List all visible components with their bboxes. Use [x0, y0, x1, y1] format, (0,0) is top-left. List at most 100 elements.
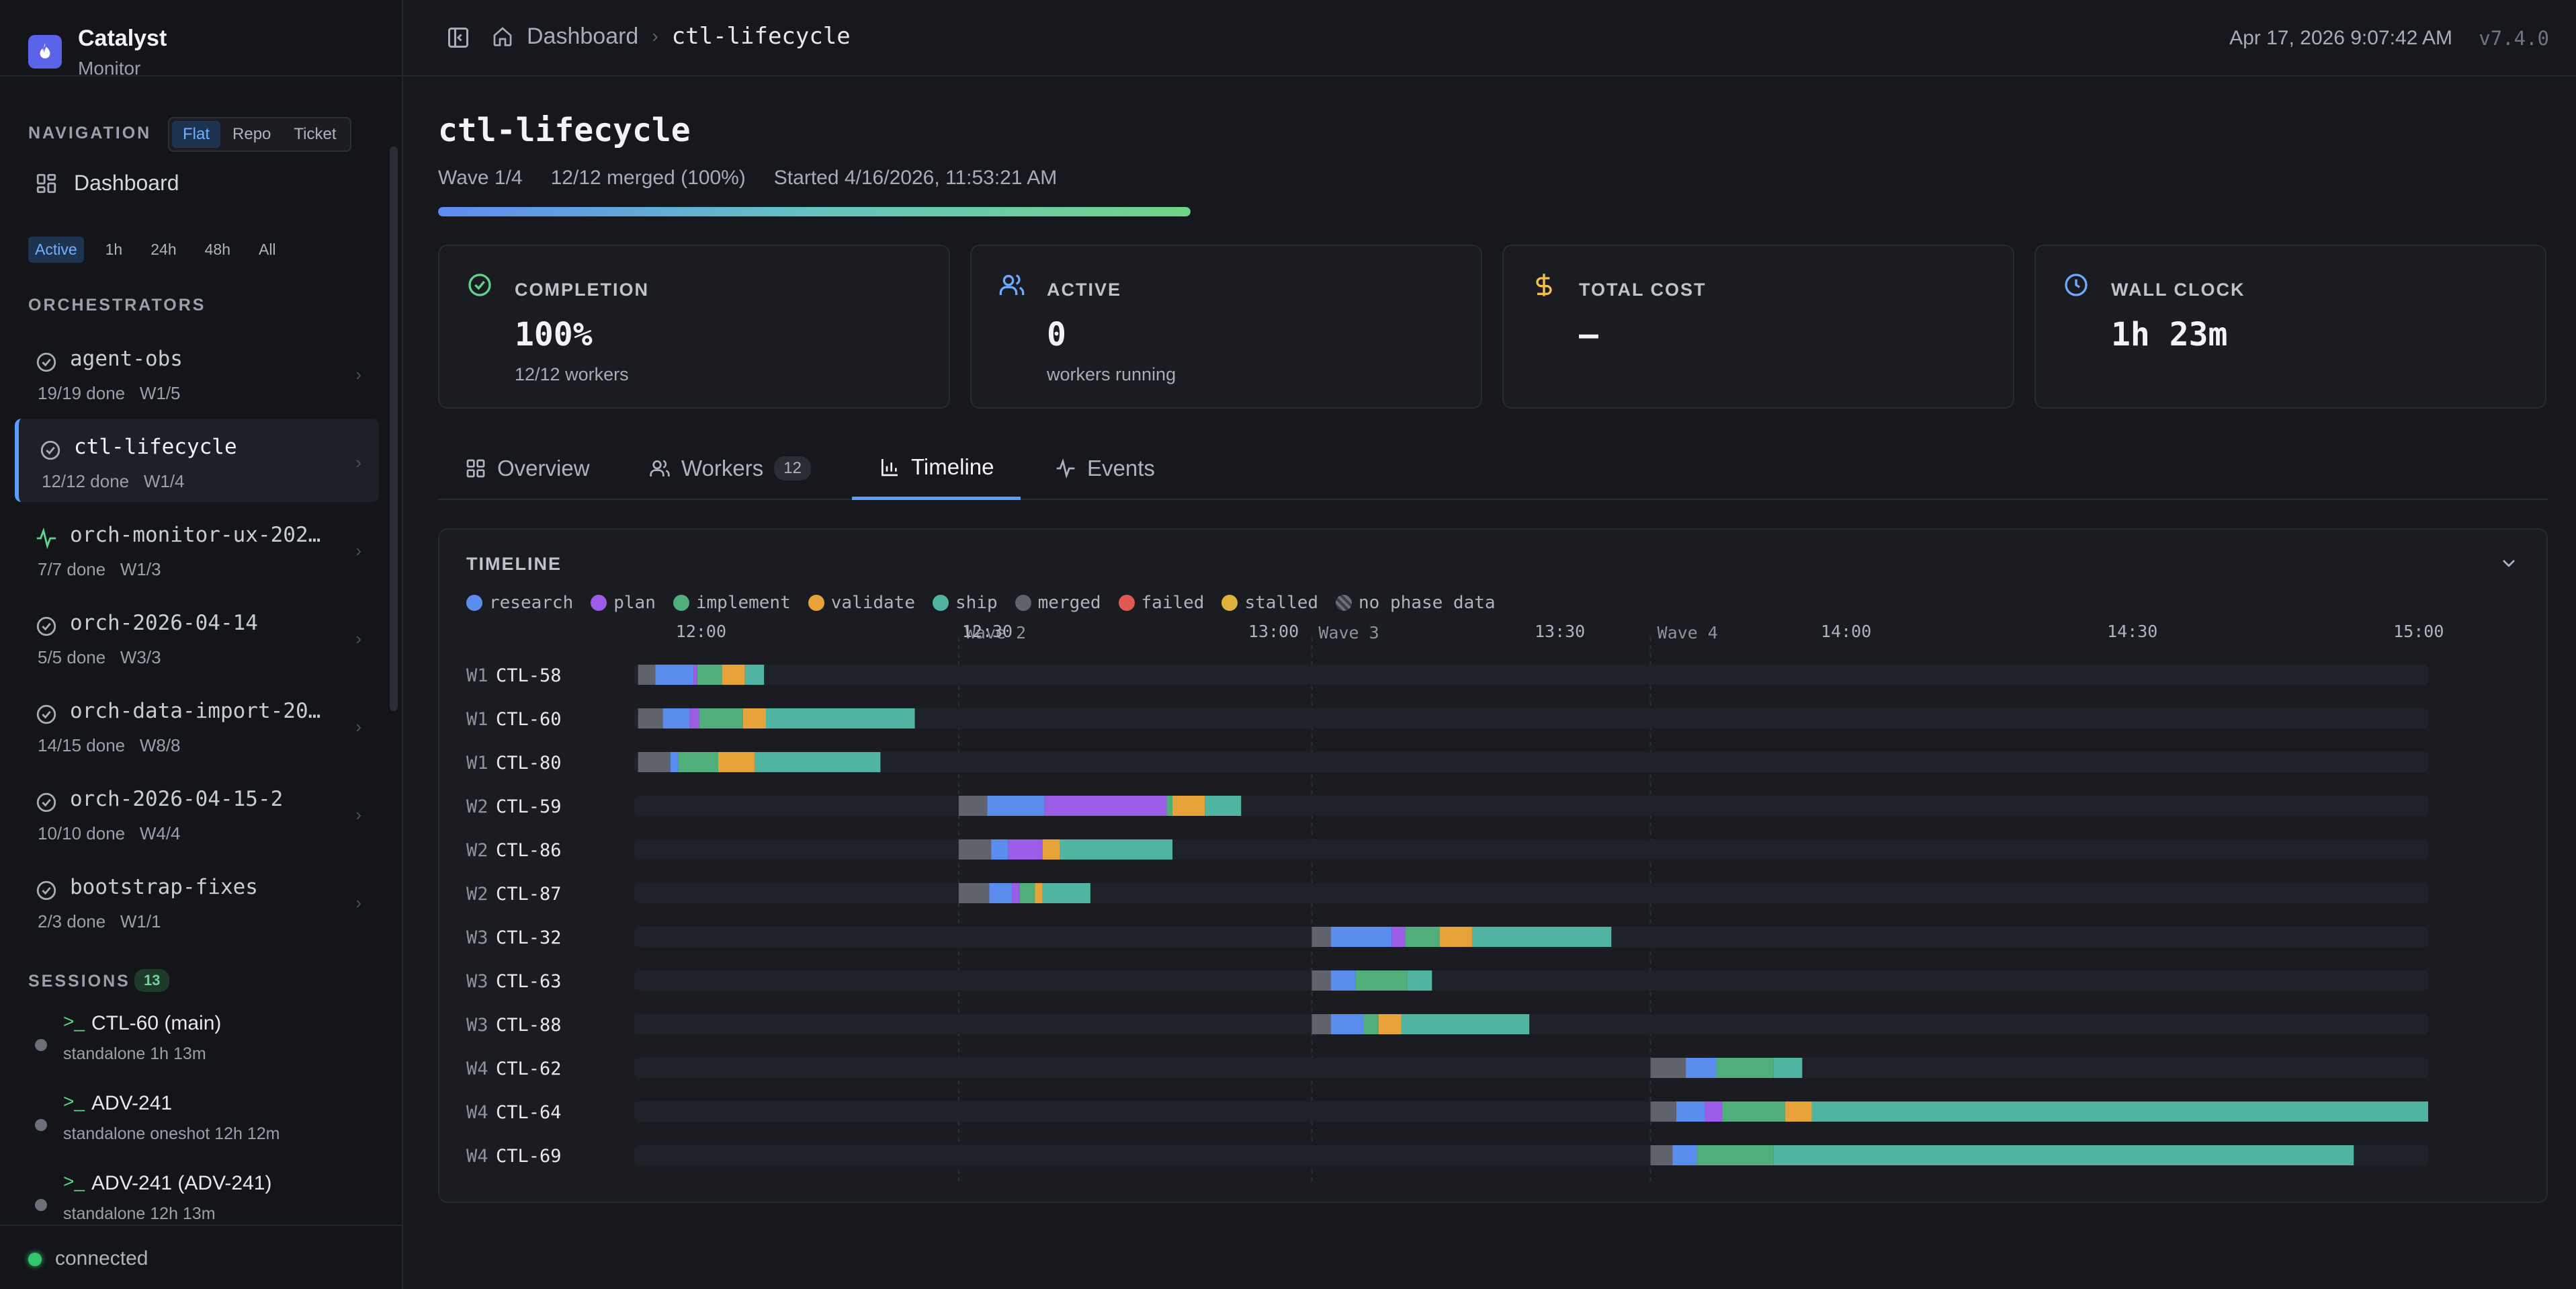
orchestrator-item[interactable]: orch-2026-04-15-2 10/10 done W4/4 ›: [15, 771, 379, 854]
orchestrator-item[interactable]: orch-data-import-20… 14/15 done W8/8 ›: [15, 683, 379, 766]
wave-label: Wave 3: [1318, 623, 1379, 642]
breadcrumb-dashboard-link[interactable]: Dashboard: [527, 23, 639, 49]
chevron-down-icon[interactable]: [2498, 552, 2520, 577]
progress-fill: [438, 207, 1191, 216]
brand[interactable]: Catalyst Monitor: [0, 0, 402, 79]
check-circle-icon: [466, 272, 493, 302]
phase-segment-plan: [1044, 796, 1167, 816]
chevron-right-icon: ›: [355, 364, 361, 384]
x-tick-label: 12:30: [962, 622, 1013, 641]
legend-item: stalled: [1221, 593, 1318, 613]
session-item[interactable]: >_ ADV-241 standalone oneshot 12h 12m: [0, 1084, 402, 1162]
row-ticket-label: CTL-62: [496, 1058, 562, 1079]
range-all[interactable]: All: [258, 241, 276, 258]
check-circle-icon: [39, 439, 62, 465]
connection-label: connected: [55, 1247, 148, 1270]
dashboard-grid-icon: [36, 173, 56, 193]
phase-segment-plan: [693, 665, 697, 685]
row-ticket-label: CTL-58: [496, 665, 562, 686]
check-circle-icon: [35, 615, 58, 641]
view-mode-repo[interactable]: Repo: [232, 125, 271, 143]
phase-segment-research: [1330, 1014, 1364, 1034]
x-tick-label: 13:00: [1248, 622, 1299, 641]
users-icon: [998, 272, 1025, 302]
timeline-legend: research plan implement validate ship merged f…: [466, 593, 1496, 613]
orchestrator-name: agent-obs: [70, 347, 183, 371]
tab-label: Timeline: [911, 454, 994, 479]
sidebar-item-dashboard[interactable]: Dashboard: [35, 171, 179, 196]
terminal-icon: >_: [63, 1091, 85, 1112]
legend-swatch: [591, 595, 607, 611]
session-item[interactable]: >_ CTL-60 (main) standalone 1h 13m: [0, 1004, 402, 1082]
app-subtitle: Monitor: [78, 58, 141, 79]
range-active[interactable]: Active: [28, 237, 84, 263]
range-24h[interactable]: 24h: [151, 241, 177, 258]
phase-segment-nodata: [1312, 927, 1331, 947]
orchestrator-item[interactable]: orch-2026-04-14 5/5 done W3/3 ›: [15, 595, 379, 678]
phase-segment-implement: [678, 752, 718, 772]
session-sub: standalone 1h 13m: [63, 1044, 206, 1063]
session-sub: standalone oneshot 12h 12m: [63, 1124, 280, 1143]
timeline-title: TIMELINE: [466, 554, 562, 574]
legend-label: ship: [955, 593, 998, 613]
sidebar-toggle-icon[interactable]: [446, 26, 470, 53]
orchestrator-item[interactable]: agent-obs 19/19 done W1/5 ›: [15, 331, 379, 414]
row-wave-label: W2: [466, 884, 488, 905]
orchestrator-item[interactable]: orch-monitor-ux-202… 7/7 done W1/3 ›: [15, 507, 379, 590]
completion-card: COMPLETION 100% 12/12 workers: [438, 245, 950, 409]
view-mode-ticket[interactable]: Ticket: [294, 125, 337, 143]
card-label: WALL CLOCK: [2111, 280, 2245, 300]
orchestrator-item[interactable]: bootstrap-fixes 2/3 done W1/1 ›: [15, 859, 379, 942]
card-sub: 12/12 workers: [515, 364, 629, 384]
grid-icon: [466, 459, 485, 478]
orchestrator-wave: W4/4: [139, 823, 181, 843]
range-48h[interactable]: 48h: [204, 241, 230, 258]
range-1h[interactable]: 1h: [105, 241, 123, 258]
phase-segment-ship: [765, 708, 915, 729]
tab-workers[interactable]: Workers 12: [649, 437, 811, 500]
card-value: 100%: [515, 316, 593, 354]
phase-segment-nodata: [1650, 1058, 1686, 1078]
orchestrator-name: orch-monitor-ux-202…: [70, 523, 321, 547]
phase-segment-nodata: [958, 883, 990, 903]
orchestrator-wave: W1/4: [143, 471, 185, 491]
users-icon: [650, 460, 670, 476]
row-wave-label: W1: [466, 753, 488, 774]
phase-segment-nodata: [958, 839, 992, 860]
sessions-label: SESSIONS: [28, 972, 130, 991]
phase-segment-validate: [1439, 927, 1472, 947]
card-value: 0: [1047, 316, 1066, 354]
terminal-icon: >_: [63, 1011, 85, 1032]
row-ticket-label: CTL-64: [496, 1102, 562, 1123]
tab-overview[interactable]: Overview: [465, 437, 590, 500]
phase-segment-ship: [1811, 1101, 2428, 1122]
sidebar-scrollbar[interactable]: [390, 147, 398, 711]
row-track: [634, 796, 2428, 816]
legend-label: failed: [1141, 593, 1205, 613]
legend-item: implement: [673, 593, 791, 613]
card-value: —: [1579, 316, 1598, 354]
chevron-right-icon: ›: [355, 452, 361, 472]
terminal-icon: >_: [63, 1171, 85, 1192]
row-ticket-label: CTL-59: [496, 796, 562, 817]
phase-segment-implement: [1716, 1058, 1774, 1078]
progress-bar: [438, 207, 1191, 216]
view-mode-flat[interactable]: Flat: [172, 121, 221, 148]
phase-segment-nodata: [638, 752, 671, 772]
row-ticket-label: CTL-63: [496, 971, 562, 992]
chevron-right-icon: ›: [652, 26, 658, 46]
phase-segment-validate: [1378, 1014, 1402, 1034]
orchestrator-item[interactable]: ctl-lifecycle 12/12 done W1/4 ›: [15, 419, 379, 502]
tab-events[interactable]: Events: [1055, 437, 1155, 500]
session-item[interactable]: >_ ADV-241 (ADV-241) standalone 12h 13m: [0, 1164, 402, 1242]
row-wave-label: W3: [466, 927, 488, 948]
orchestrator-name: bootstrap-fixes: [70, 875, 258, 899]
tab-timeline[interactable]: Timeline: [852, 437, 1021, 500]
legend-swatch: [1221, 595, 1238, 611]
tab-label: Events: [1087, 456, 1155, 481]
session-status-dot: [35, 1199, 47, 1211]
version-label: v7.4.0: [2479, 27, 2549, 50]
activity-icon: [35, 527, 58, 553]
row-ticket-label: CTL-87: [496, 884, 562, 905]
wave-label: Wave 2: [965, 623, 1026, 642]
